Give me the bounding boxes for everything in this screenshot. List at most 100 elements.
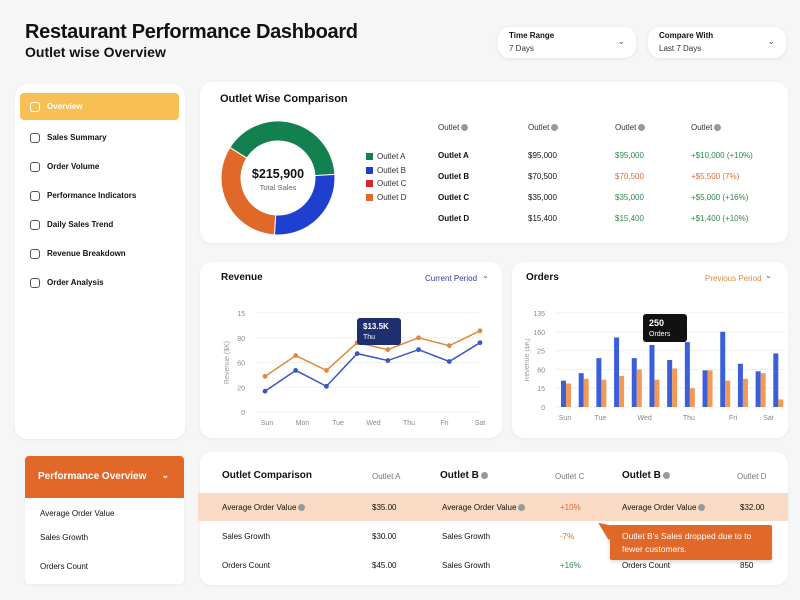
row-label: Sales Growth <box>222 532 270 541</box>
table-header: Outlet <box>615 123 646 132</box>
y-tick-label: 60 <box>237 361 245 368</box>
outlet-sales: $15,400 <box>528 214 557 223</box>
sidebar-item-order-analysis[interactable]: Order Analysis <box>20 269 179 296</box>
compare-with-dropdown[interactable]: Compare With Last 7 Days ⌄ <box>648 27 786 58</box>
bar[interactable] <box>619 375 625 407</box>
y-tick-label: 15 <box>237 311 245 318</box>
bar[interactable] <box>737 363 743 407</box>
data-point[interactable] <box>416 335 421 341</box>
bar[interactable] <box>561 380 566 407</box>
bar[interactable] <box>755 371 761 407</box>
y-tick-label: 60 <box>537 367 545 374</box>
data-point[interactable] <box>262 388 268 394</box>
bar[interactable] <box>672 368 678 407</box>
orders-title: Orders <box>526 272 559 283</box>
outlet-current: $70,500 <box>615 172 644 181</box>
outlet-name: Outlet C <box>438 193 470 202</box>
info-icon <box>518 504 526 511</box>
revenue-card <box>200 262 502 438</box>
bar[interactable] <box>760 373 766 407</box>
chevron-down-icon[interactable]: ⌄ <box>482 271 489 280</box>
data-point[interactable] <box>477 328 483 334</box>
chevron-down-icon[interactable]: ⌄ <box>765 271 772 280</box>
row-label-text: Average Order Value <box>622 503 697 512</box>
sidebar-item-label: Overview <box>47 102 83 111</box>
x-tick-label: Thu <box>403 420 415 427</box>
bar[interactable] <box>707 370 713 407</box>
revenue-period-select[interactable]: Current Period <box>425 274 478 283</box>
orders-period-select[interactable]: Previous Period <box>705 274 762 283</box>
donut-slice-outlet-d[interactable] <box>220 146 277 236</box>
bar[interactable] <box>636 369 642 407</box>
sidebar-item-daily-sales-trend[interactable]: Daily Sales Trend <box>20 211 179 238</box>
legend-item: Outlet C <box>366 179 406 188</box>
data-point[interactable] <box>446 343 452 349</box>
perf-item[interactable]: Orders Count <box>40 562 89 571</box>
row-change: +16% <box>560 561 581 570</box>
col-header: Outlet D <box>737 472 767 481</box>
sidebar-item-sales-summary[interactable]: Sales Summary <box>20 124 179 151</box>
x-tick-label: Fri <box>440 420 449 427</box>
header-text: Outlet <box>438 123 460 132</box>
y-axis-label: Revenue ($K) <box>224 341 231 384</box>
legend-label: Outlet D <box>377 192 407 202</box>
sidebar-item-label: Performance Indicators <box>47 191 137 200</box>
outlet-change: +$10,000 (+10%) <box>691 151 753 160</box>
card-title: Outlet Wise Comparison <box>220 93 348 105</box>
bar[interactable] <box>649 344 655 407</box>
bar[interactable] <box>596 358 602 407</box>
total-sales-value: $215,900 <box>251 167 305 181</box>
row-label: Orders Count <box>222 561 270 570</box>
info-icon <box>551 124 559 131</box>
tooltip-label: Orders <box>649 331 671 338</box>
data-point[interactable] <box>324 368 329 373</box>
time-range-dropdown[interactable]: Time Range 7 Days ⌄ <box>498 27 636 58</box>
perf-item[interactable]: Average Order Value <box>40 509 115 518</box>
page-title: Restaurant Performance Dashboard <box>25 21 358 43</box>
data-point[interactable] <box>293 368 299 373</box>
bar[interactable] <box>702 370 708 407</box>
data-point[interactable] <box>324 383 329 389</box>
bar[interactable] <box>742 378 748 407</box>
performance-overview-toggle[interactable]: Performance Overview ⌄ <box>25 456 184 498</box>
bar[interactable] <box>684 342 690 407</box>
bar[interactable] <box>773 353 779 407</box>
tooltip-value: $13.5K <box>363 322 389 331</box>
time-range-label: Time Range <box>509 31 555 40</box>
outlet-current: $95,000 <box>615 151 644 160</box>
bar[interactable] <box>689 388 695 407</box>
bar[interactable] <box>566 383 571 408</box>
data-point[interactable] <box>477 340 483 346</box>
sidebar-item-label: Revenue Breakdown <box>47 249 126 258</box>
bar[interactable] <box>778 399 784 407</box>
row-label: Average Order Value <box>222 503 306 512</box>
data-point[interactable] <box>385 347 391 353</box>
tooltip-value: 250 <box>649 318 665 328</box>
orders-tooltip: 250 Orders <box>643 314 687 342</box>
data-point[interactable] <box>416 347 421 353</box>
sidebar-item-performance-indicators[interactable]: Performance Indicators <box>20 182 179 209</box>
sidebar-item-revenue-breakdown[interactable]: Revenue Breakdown <box>20 240 179 267</box>
y-tick-label: 160 <box>533 330 545 337</box>
perf-item[interactable]: Sales Growth <box>40 533 89 542</box>
data-point[interactable] <box>293 353 299 358</box>
bar[interactable] <box>578 373 584 407</box>
info-icon <box>638 124 646 131</box>
data-point[interactable] <box>354 351 360 356</box>
bar[interactable] <box>614 337 620 407</box>
data-point[interactable] <box>262 373 268 379</box>
outlet-change: +$1,400 (+10%) <box>691 214 749 223</box>
bar[interactable] <box>720 331 726 407</box>
bar[interactable] <box>725 380 731 407</box>
x-tick-label: Tue <box>332 420 344 427</box>
bar[interactable] <box>631 358 637 407</box>
sidebar-item-order-volume[interactable]: Order Volume <box>20 153 179 180</box>
data-point[interactable] <box>385 358 391 363</box>
sidebar-item-overview[interactable]: Overview <box>20 93 179 120</box>
bar[interactable] <box>654 379 660 407</box>
data-point[interactable] <box>446 359 452 364</box>
bar[interactable] <box>667 360 673 407</box>
bar[interactable] <box>583 378 589 407</box>
row-label-text: Sales Growth <box>442 561 491 570</box>
bar[interactable] <box>601 379 607 407</box>
